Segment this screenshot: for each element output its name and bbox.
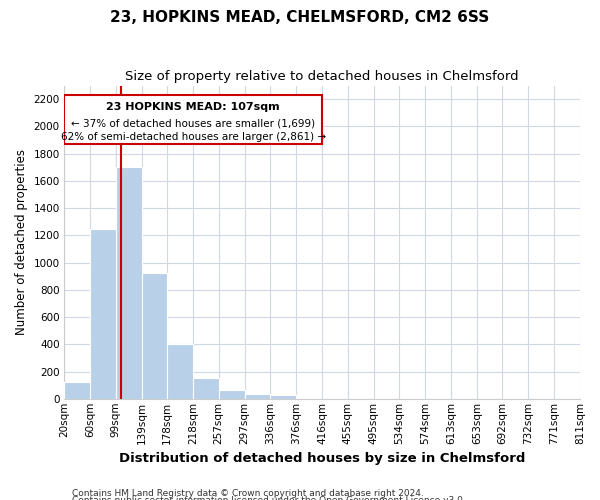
- Bar: [245, 394, 270, 399]
- Text: ← 37% of detached houses are smaller (1,699): ← 37% of detached houses are smaller (1,…: [71, 118, 315, 128]
- X-axis label: Distribution of detached houses by size in Chelmsford: Distribution of detached houses by size …: [119, 452, 525, 465]
- Bar: [193, 378, 218, 399]
- Bar: [167, 344, 193, 399]
- Bar: [64, 382, 90, 399]
- Bar: [270, 396, 296, 399]
- Bar: [116, 168, 142, 399]
- Title: Size of property relative to detached houses in Chelmsford: Size of property relative to detached ho…: [125, 70, 519, 83]
- Text: 23 HOPKINS MEAD: 107sqm: 23 HOPKINS MEAD: 107sqm: [106, 102, 280, 113]
- Text: 23, HOPKINS MEAD, CHELMSFORD, CM2 6SS: 23, HOPKINS MEAD, CHELMSFORD, CM2 6SS: [110, 10, 490, 25]
- Bar: [218, 390, 245, 399]
- Text: Contains HM Land Registry data © Crown copyright and database right 2024.: Contains HM Land Registry data © Crown c…: [72, 488, 424, 498]
- Bar: [64, 95, 322, 144]
- Text: 62% of semi-detached houses are larger (2,861) →: 62% of semi-detached houses are larger (…: [61, 132, 326, 142]
- Bar: [90, 229, 116, 399]
- Text: Contains public sector information licensed under the Open Government Licence v3: Contains public sector information licen…: [72, 496, 466, 500]
- Bar: [142, 274, 167, 399]
- Y-axis label: Number of detached properties: Number of detached properties: [15, 149, 28, 335]
